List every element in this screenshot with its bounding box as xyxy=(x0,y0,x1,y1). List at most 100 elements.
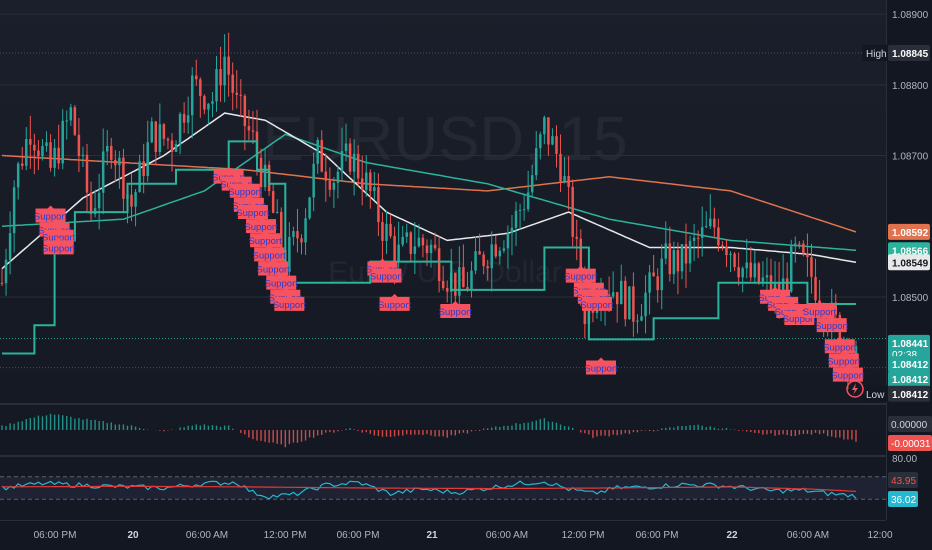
support-label: Support xyxy=(370,265,403,283)
price-tick-label: 1.08500 xyxy=(892,293,929,304)
time-axis-border xyxy=(0,520,886,521)
candle-body xyxy=(211,101,214,104)
candle-body xyxy=(769,275,773,296)
candle-body xyxy=(559,153,562,182)
support-label-bg xyxy=(266,272,297,290)
candle-body xyxy=(312,163,315,198)
candle-body xyxy=(365,172,368,191)
candle-body xyxy=(332,182,336,190)
time-tick-label: 06:00 PM xyxy=(337,530,380,541)
candle-body xyxy=(65,120,69,122)
candle-body xyxy=(292,231,295,237)
candle-body xyxy=(336,171,340,183)
macd-label-bg xyxy=(888,435,932,451)
candle-body xyxy=(433,244,437,249)
candle-body xyxy=(304,218,307,243)
trailing-stop-path xyxy=(1,140,856,355)
price-label: 1.08592 xyxy=(888,223,930,240)
rsi-label: 43.95 xyxy=(888,472,918,488)
candle-body xyxy=(142,161,145,177)
candle-body xyxy=(53,147,56,168)
candle-body xyxy=(288,236,291,272)
candle-body xyxy=(8,233,12,260)
candle-body xyxy=(227,56,230,75)
support-label-bg xyxy=(832,364,863,382)
price-label-bg xyxy=(888,370,930,387)
candle-body xyxy=(73,107,77,135)
price-label-value: 1.08592 xyxy=(892,228,929,239)
support-label: Support xyxy=(42,237,76,255)
candle-body xyxy=(834,302,838,315)
rsi-ma-line xyxy=(2,485,857,492)
candle-body xyxy=(543,117,546,135)
support-label: Support xyxy=(228,180,262,198)
alert-lightning-icon[interactable] xyxy=(846,380,864,398)
candle-body xyxy=(41,146,44,157)
support-label-bg xyxy=(379,293,410,311)
candle-body xyxy=(101,151,105,193)
candle-body xyxy=(709,218,712,227)
candle-body xyxy=(81,154,85,157)
candle-body xyxy=(85,154,89,193)
pane-separator-macd[interactable] xyxy=(0,403,886,405)
macd-histogram xyxy=(1,413,857,448)
candle-body xyxy=(207,103,210,110)
price-label-tag: High xyxy=(866,49,887,60)
candle-body xyxy=(785,278,789,292)
candle-body xyxy=(114,159,117,166)
candle-body xyxy=(360,178,364,191)
candle-body xyxy=(745,262,748,269)
price-label-countdown: 02:38 xyxy=(892,350,917,361)
candle-body xyxy=(186,115,190,123)
support-label-text: Support xyxy=(34,212,68,223)
candle-body xyxy=(482,254,485,267)
candle-body xyxy=(567,176,570,187)
candle-body xyxy=(765,275,769,278)
candle-body xyxy=(668,243,672,275)
candle-body xyxy=(640,316,643,321)
candle-body xyxy=(506,233,510,249)
time-tick-label: 06:00 PM xyxy=(34,530,77,541)
candle-body xyxy=(470,270,473,291)
candle-body xyxy=(280,211,283,251)
pane-separator-rsi[interactable] xyxy=(0,455,886,457)
support-label-text: Support xyxy=(831,371,865,382)
support-label-text: Support xyxy=(228,187,262,198)
support-label-text: Support xyxy=(564,272,598,283)
candle-body xyxy=(118,157,121,166)
time-tick-label: 06:00 AM xyxy=(186,530,228,541)
candle-body xyxy=(190,75,194,116)
price-axis[interactable] xyxy=(886,0,932,550)
price-tick-label: 1.08800 xyxy=(892,81,929,92)
support-label: Support xyxy=(831,364,865,382)
support-label: Support xyxy=(584,357,618,375)
support-label-bg xyxy=(246,216,277,234)
candle-body xyxy=(417,237,421,247)
candle-body xyxy=(251,130,255,132)
candle-body xyxy=(97,192,101,209)
candle-body xyxy=(502,248,506,251)
candle-body xyxy=(215,69,218,102)
support-label-bg xyxy=(586,357,617,375)
candle-body xyxy=(4,259,8,284)
support-label-text: Support xyxy=(815,321,849,332)
rsi-label-bg xyxy=(888,472,918,488)
time-axis[interactable] xyxy=(0,520,932,550)
price-label-value: 1.08441 xyxy=(892,339,929,350)
candle-body xyxy=(199,79,202,96)
time-axis-ticks: 06:00 PM 20 06:00 AM 12:00 PM 06:00 PM 21 06:0… xyxy=(34,530,893,541)
support-label: Support xyxy=(580,293,614,311)
candle-body xyxy=(57,147,60,164)
candle-body xyxy=(324,171,328,181)
candle-body xyxy=(296,231,299,239)
candle-body xyxy=(33,144,36,151)
candle-body xyxy=(810,257,813,277)
candle-body xyxy=(45,142,48,147)
time-tick-label: 06:00 PM xyxy=(636,530,679,541)
candle-body xyxy=(105,145,109,152)
candle-body xyxy=(231,74,234,93)
rsi-label-value: 43.95 xyxy=(891,476,916,487)
time-tick-label: 12:00 xyxy=(867,530,892,541)
